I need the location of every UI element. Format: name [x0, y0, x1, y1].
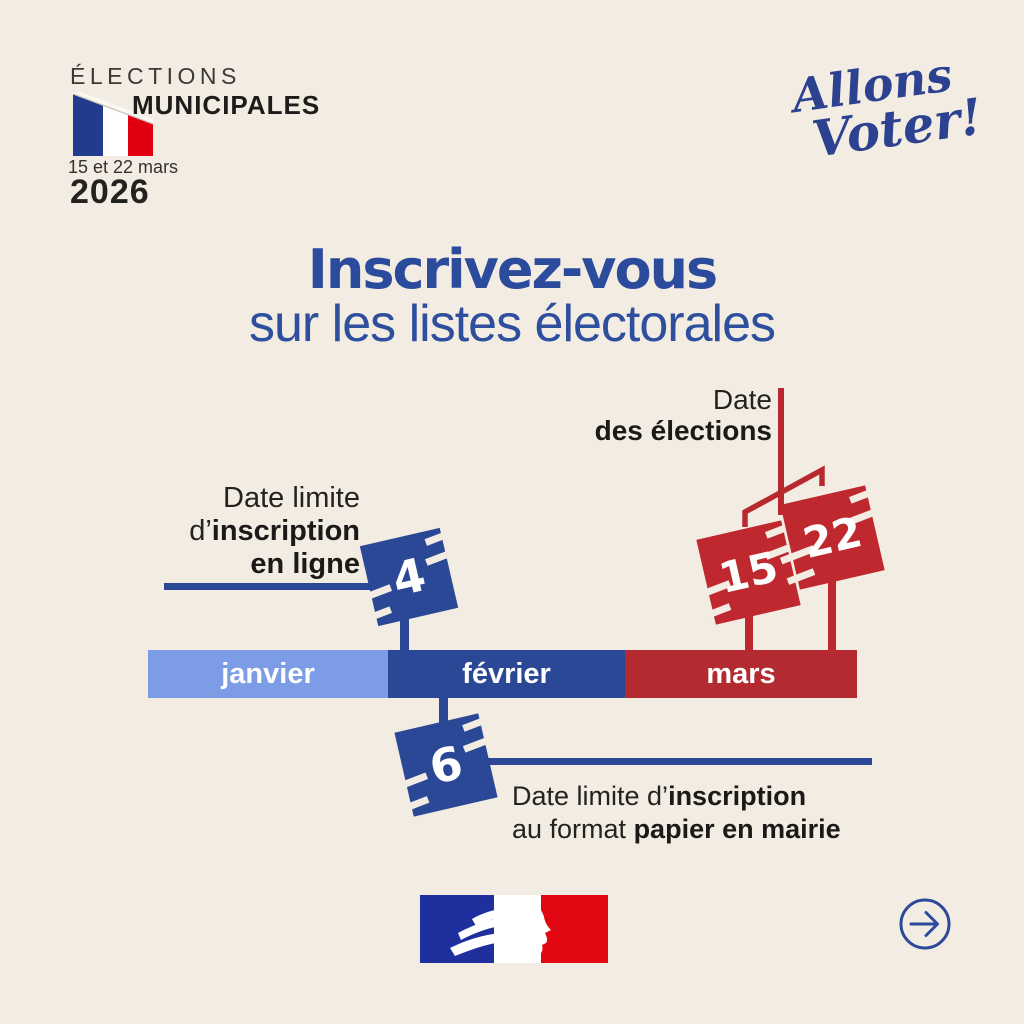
- headline-line2: sur les listes électorales: [249, 295, 776, 353]
- badge-day-15: 15: [695, 520, 801, 625]
- month-bar-janvier: janvier: [148, 650, 388, 698]
- election-dates-text: 15 et 22 mars: [68, 157, 179, 177]
- badge-day-15-number: 15: [714, 542, 783, 603]
- online-deadline-line3: en ligne: [250, 548, 360, 580]
- month-bar-fevrier: février: [388, 650, 625, 698]
- badge-day-6-number: 6: [424, 735, 468, 795]
- headline-line1: Inscrivez-vous: [307, 238, 718, 301]
- election-dates-line1: Date: [712, 384, 772, 415]
- arrow-right-icon: [899, 898, 951, 950]
- election-dates-bracket: [742, 465, 825, 527]
- next-arrow-button[interactable]: [897, 896, 953, 952]
- paper-deadline-connector-line: [482, 758, 872, 765]
- paper-deadline-label: Date limite d’inscription au format papi…: [512, 780, 912, 846]
- stem-election-label: [778, 388, 784, 515]
- online-deadline-connector-line: [164, 583, 376, 590]
- marianne-logo: [420, 895, 608, 963]
- french-flag-icon: [72, 89, 154, 156]
- allons-voter-logo: Allons Voter!: [778, 47, 986, 169]
- election-kicker: ÉLECTIONS: [70, 63, 241, 89]
- badge-day-22-number: 22: [798, 507, 867, 568]
- timeline-month-bars: janvier février mars: [148, 650, 857, 698]
- election-dates-line2: des élections: [594, 415, 772, 446]
- election-year: 2026: [70, 173, 150, 211]
- online-deadline-label: Date limite d’inscription en ligne: [120, 482, 360, 581]
- badge-day-22: 22: [779, 485, 885, 590]
- online-deadline-line1: Date limite: [223, 482, 360, 514]
- stem-day4: [400, 610, 409, 652]
- online-deadline-line2: d’inscription: [189, 515, 360, 547]
- election-dates-label: Date des élections: [540, 384, 772, 446]
- paper-deadline-line1: Date limite d’inscription: [512, 781, 807, 811]
- badge-day-4-number: 4: [387, 547, 431, 607]
- paper-deadline-line2: au format papier en mairie: [512, 814, 841, 844]
- election-title: MUNICIPALES: [132, 90, 321, 120]
- month-bar-mars: mars: [625, 650, 857, 698]
- stem-day22: [828, 570, 836, 652]
- stem-day15: [745, 600, 753, 652]
- badge-day-6: 6: [393, 713, 498, 817]
- stem-day6: [439, 698, 448, 726]
- badge-day-4: 4: [358, 527, 459, 627]
